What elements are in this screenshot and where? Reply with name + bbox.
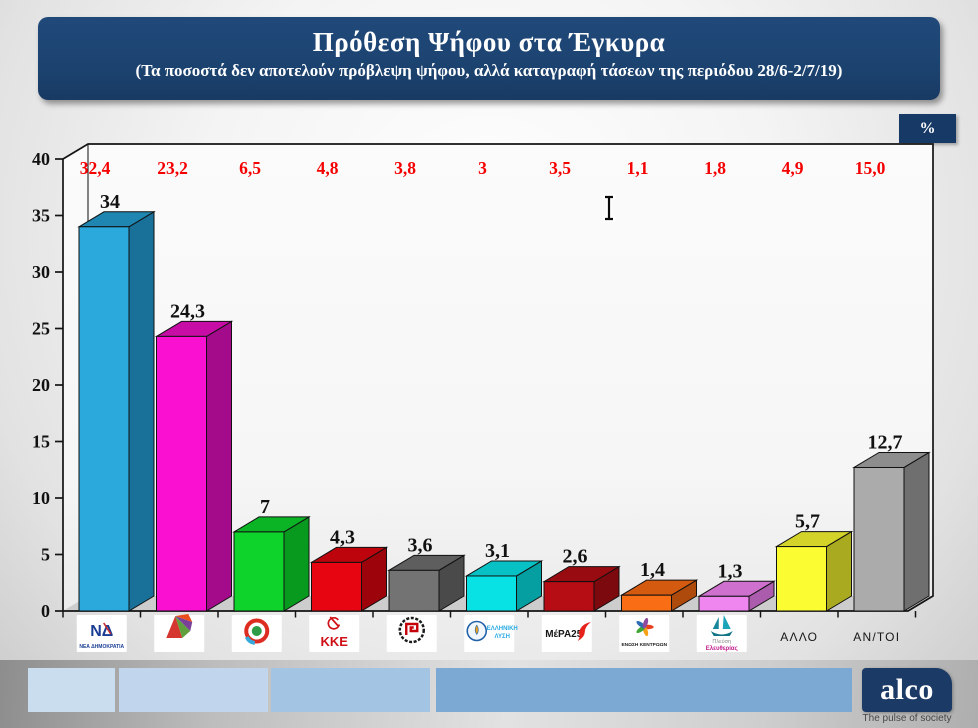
y-tick-label: 0 [41, 601, 50, 621]
y-tick-label: 15 [32, 432, 50, 452]
prev-value-label-mera25: 3,5 [549, 158, 571, 178]
bar-enosi-kentroon[interactable] [619, 579, 699, 612]
prev-value-label-anapofasistoi: 15,0 [855, 158, 886, 178]
prev-value-label-allo: 4,9 [782, 158, 804, 178]
page-subtitle: (Τα ποσοστά δεν αποτελούν πρόβλεψη ψήφου… [135, 61, 843, 80]
category-label-allo: ΑΛΛΟ [780, 630, 818, 644]
footer-swatch-3[interactable] [271, 668, 430, 712]
category-label-anapofasistoi: ΑΝ/ΤΟΙ [853, 630, 900, 644]
bar-kke[interactable] [309, 546, 389, 612]
party-logo-enosi-kentroon[interactable]: ΕΝΩΣΗ ΚΕΝΤΡΩΩΝ [619, 615, 670, 652]
svg-text:ΚΚΕ: ΚΚΕ [321, 634, 349, 649]
y-tick-label: 25 [32, 319, 50, 339]
value-label-kinima-allagis: 7 [260, 496, 270, 518]
prev-value-label-elliniki-lysi: 3 [478, 158, 487, 178]
value-label-nea-dimokratia: 34 [100, 191, 120, 213]
bar-nea-dimokratia[interactable] [77, 210, 156, 612]
value-label-mera25: 2,6 [563, 546, 588, 568]
prev-value-label-kke: 4,8 [317, 158, 339, 178]
bar-mera25[interactable] [542, 565, 621, 612]
bar-elliniki-lysi[interactable] [464, 560, 544, 612]
party-logo-nea-dimokratia[interactable]: ΝΔ ΝΕΑ ΔΗΜΟΚΡΑΤΙΑ [76, 615, 127, 652]
svg-text:Πλεύση: Πλεύση [712, 638, 731, 645]
footer-swatch-2[interactable] [119, 668, 268, 712]
bar-syriza[interactable] [154, 320, 234, 612]
party-logo-mera25[interactable]: ΜέΡΑ25 [541, 615, 592, 652]
text-cursor-ibeam-icon [602, 194, 616, 222]
value-label-chrysi-avgi: 3,6 [408, 534, 433, 556]
svg-text:ΛΥΣΗ: ΛΥΣΗ [495, 634, 510, 640]
y-tick-label: 30 [32, 262, 50, 282]
party-logo-syriza[interactable] [154, 614, 205, 652]
svg-text:ΕΛΛΗΝΙΚΗ: ΕΛΛΗΝΙΚΗ [487, 626, 518, 632]
party-logo-anapofasistoi[interactable]: ΑΝ/ΤΟΙ [853, 630, 900, 644]
svg-text:ΕΝΩΣΗ ΚΕΝΤΡΩΩΝ: ΕΝΩΣΗ ΚΕΝΤΡΩΩΝ [621, 642, 667, 648]
prev-value-label-kinima-allagis: 6,5 [239, 158, 261, 178]
title-banner[interactable]: Πρόθεση Ψήφου στα Έγκυρα (Τα ποσοστά δεν… [38, 17, 940, 100]
prev-value-label-syriza: 23,2 [157, 158, 188, 178]
alco-logo[interactable]: alco [862, 668, 952, 712]
plot-background [63, 144, 933, 611]
party-logo-elliniki-lysi[interactable]: ΕΛΛΗΝΙΚΗ ΛΥΣΗ [464, 615, 518, 652]
party-logo-allo[interactable]: ΑΛΛΟ [780, 630, 818, 644]
y-tick-label: 10 [32, 488, 50, 508]
prev-value-label-chrysi-avgi: 3,8 [394, 158, 416, 178]
y-tick-label: 5 [41, 545, 50, 565]
bar-plefsi-eleftherias[interactable] [697, 580, 776, 612]
prev-value-label-nea-dimokratia: 32,4 [80, 158, 111, 178]
y-tick-label: 35 [32, 206, 50, 226]
alco-tagline: The pulse of society [862, 713, 952, 724]
value-label-syriza: 24,3 [170, 300, 205, 322]
party-logo-chrysi-avgi[interactable] [386, 615, 437, 652]
svg-text:Ελευθερίας: Ελευθερίας [706, 646, 738, 652]
bar-chrysi-avgi[interactable] [387, 554, 466, 612]
bar-anapofasistoi[interactable] [852, 451, 931, 612]
party-logo-kke[interactable]: ΚΚΕ [309, 615, 360, 652]
bar-kinima-allagis[interactable] [232, 516, 311, 612]
value-label-allo: 5,7 [795, 511, 820, 533]
party-logo-kinima-allagis[interactable] [231, 615, 282, 652]
prev-value-label-plefsi-eleftherias: 1,8 [704, 158, 726, 178]
page-title: Πρόθεση Ψήφου στα Έγκυρα [312, 27, 666, 57]
svg-text:ΝΕΑ ΔΗΜΟΚΡΑΤΙΑ: ΝΕΑ ΔΗΜΟΚΡΑΤΙΑ [79, 644, 124, 650]
y-tick-label: 40 [32, 149, 50, 169]
svg-text:ΝΔ: ΝΔ [90, 623, 113, 640]
y-tick-label: 20 [32, 375, 50, 395]
value-label-plefsi-eleftherias: 1,3 [718, 560, 743, 582]
value-label-elliniki-lysi: 3,1 [485, 540, 510, 562]
footer-swatch-1[interactable] [28, 668, 115, 712]
footer-swatch-4[interactable] [436, 668, 852, 712]
value-label-enosi-kentroon: 1,4 [640, 559, 665, 581]
prev-value-label-enosi-kentroon: 1,1 [627, 158, 649, 178]
percent-unit-badge[interactable]: % [899, 114, 956, 143]
value-label-anapofasistoi: 12,7 [868, 431, 903, 453]
value-label-kke: 4,3 [330, 526, 355, 548]
bar-allo[interactable] [774, 530, 854, 612]
svg-text:ΜέΡΑ25: ΜέΡΑ25 [545, 629, 583, 640]
